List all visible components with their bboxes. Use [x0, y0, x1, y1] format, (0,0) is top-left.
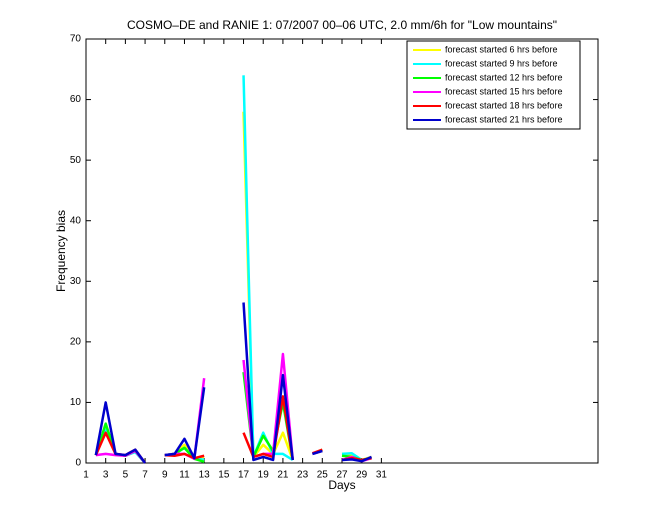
- legend-label: forecast started 6 hrs before: [445, 44, 558, 54]
- x-tick-label: 13: [199, 470, 211, 481]
- x-tick-label: 9: [162, 470, 168, 481]
- x-tick-label: 3: [103, 470, 109, 481]
- y-tick-label: 70: [70, 34, 82, 45]
- legend-label: forecast started 15 hrs before: [445, 86, 563, 96]
- legend-label: forecast started 21 hrs before: [445, 114, 563, 124]
- legend-label: forecast started 18 hrs before: [445, 100, 563, 110]
- x-axis-label: Days: [328, 478, 355, 492]
- x-tick-label: 7: [142, 470, 148, 481]
- chart-title: COSMO–DE and RANIE 1: 07/2007 00–06 UTC,…: [127, 18, 557, 32]
- y-tick-label: 0: [75, 458, 81, 469]
- series-line: [94, 302, 373, 464]
- x-tick-label: 1: [83, 470, 89, 481]
- y-tick-label: 30: [70, 276, 82, 287]
- legend-box: [406, 40, 581, 130]
- y-tick-label: 20: [70, 336, 82, 347]
- y-axis-label: Frequency bias: [54, 210, 68, 292]
- y-tick-label: 40: [70, 215, 82, 226]
- x-tick-label: 29: [356, 470, 368, 481]
- x-tick-label: 15: [218, 470, 230, 481]
- x-tick-label: 19: [258, 470, 270, 481]
- y-tick-label: 60: [70, 94, 82, 105]
- x-tick-label: 17: [238, 470, 250, 481]
- x-tick-label: 11: [179, 470, 190, 481]
- y-tick-label: 50: [70, 155, 82, 166]
- y-tick-label: 10: [70, 397, 82, 408]
- x-tick-label: 5: [123, 470, 129, 481]
- x-tick-label: 31: [376, 470, 388, 481]
- x-tick-label: 25: [317, 470, 329, 481]
- legend-label: forecast started 12 hrs before: [445, 72, 563, 82]
- x-tick-label: 21: [277, 470, 289, 481]
- x-tick-label: 27: [336, 470, 348, 481]
- legend-label: forecast started 9 hrs before: [445, 58, 558, 68]
- x-tick-label: 23: [297, 470, 309, 481]
